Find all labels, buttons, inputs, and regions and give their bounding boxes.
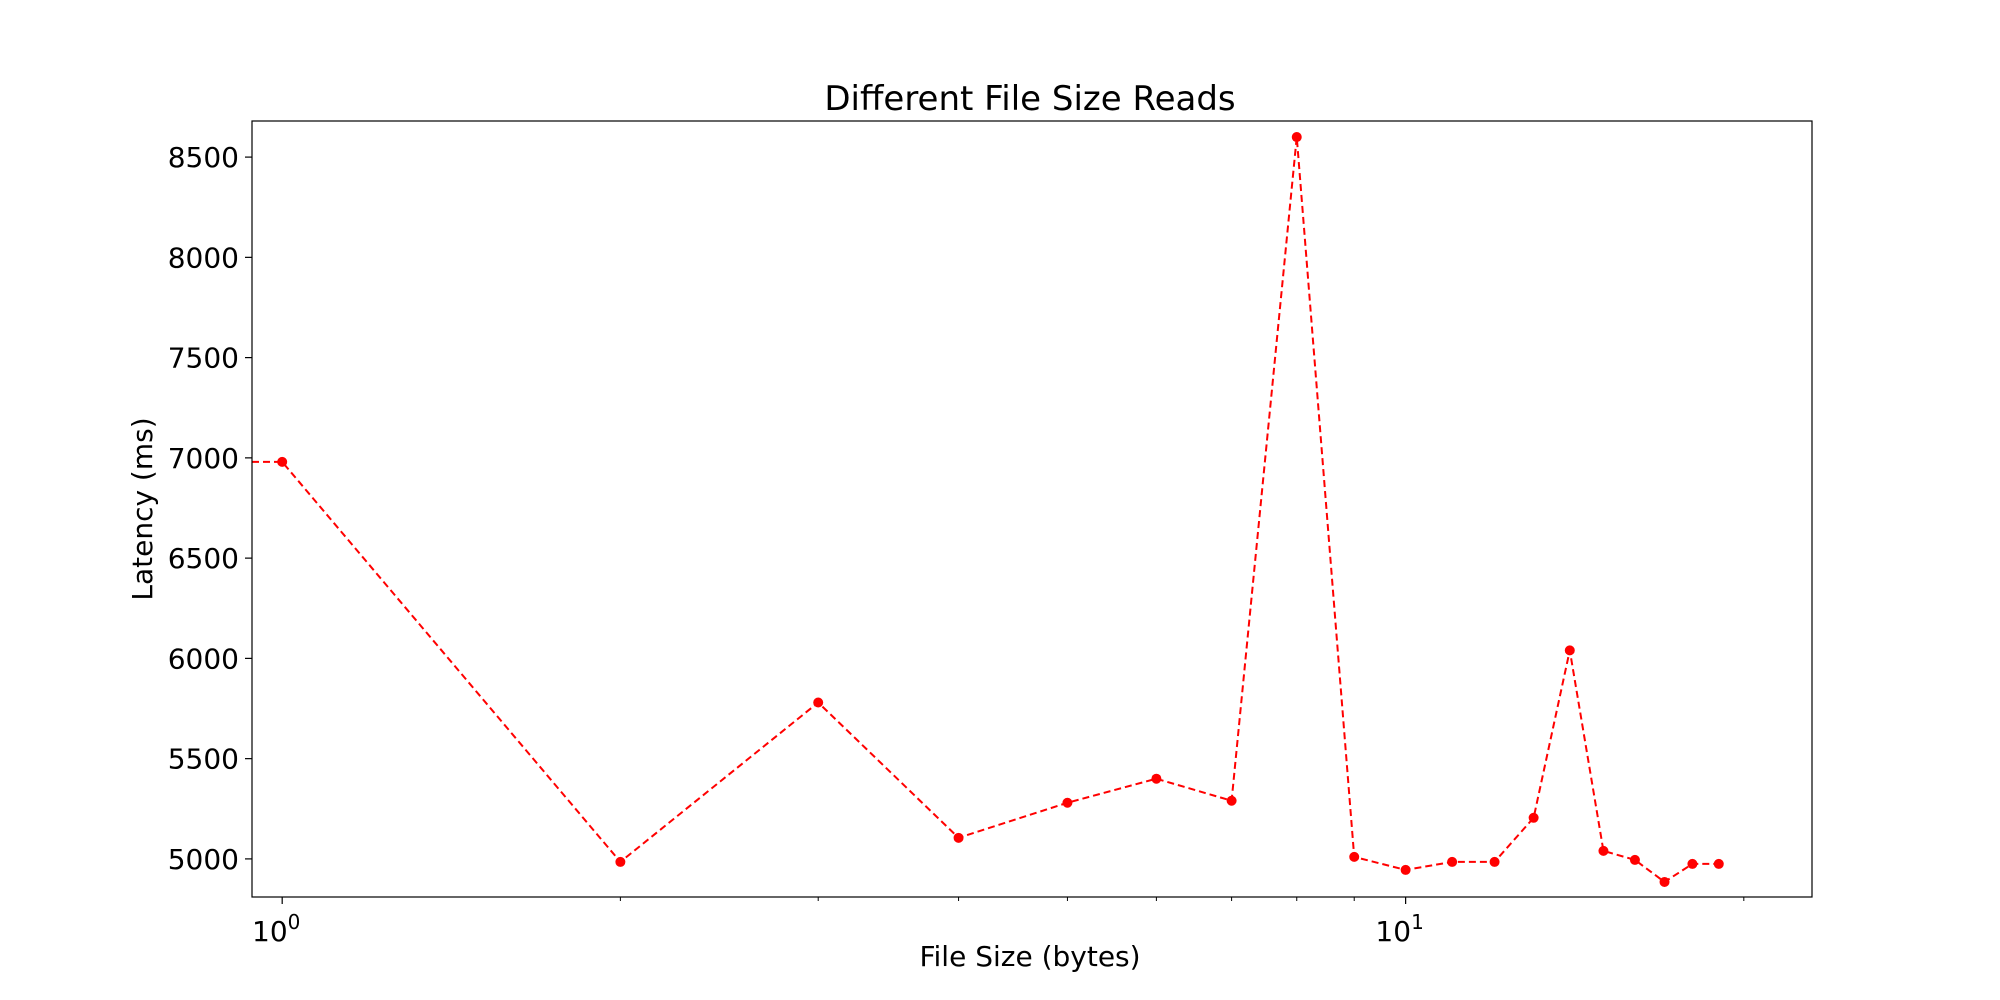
data-point bbox=[1528, 812, 1539, 823]
x-tick-label: 101 bbox=[1375, 910, 1423, 948]
x-tick-base: 10 bbox=[1375, 915, 1411, 948]
data-point bbox=[1151, 773, 1162, 784]
chart-title: Different File Size Reads bbox=[824, 79, 1235, 119]
data-point bbox=[813, 697, 824, 708]
x-axis: 100 101 bbox=[252, 897, 1745, 948]
plot-area bbox=[252, 132, 1724, 887]
data-point bbox=[1226, 795, 1237, 806]
x-tick-label: 100 bbox=[252, 910, 300, 948]
data-point bbox=[1062, 797, 1073, 808]
y-tick-label: 5500 bbox=[168, 743, 239, 776]
x-axis-label: File Size (bytes) bbox=[919, 940, 1140, 973]
y-axis: 5000 5500 6000 6500 7000 7500 8000 8500 bbox=[168, 141, 252, 876]
x-tick-base: 10 bbox=[252, 915, 288, 948]
x-tick-exponent: 0 bbox=[288, 910, 301, 934]
series-line bbox=[252, 136, 1719, 884]
data-point bbox=[1713, 858, 1724, 869]
data-point bbox=[1291, 132, 1302, 143]
y-axis-label: Latency (ms) bbox=[126, 417, 159, 600]
axes-frame bbox=[251, 120, 1813, 898]
data-point bbox=[1659, 876, 1670, 887]
y-tick-label: 7000 bbox=[168, 442, 239, 475]
data-point bbox=[953, 832, 964, 843]
data-point bbox=[1400, 864, 1411, 875]
data-point bbox=[615, 856, 626, 867]
data-point bbox=[1447, 856, 1458, 867]
data-point bbox=[1687, 858, 1698, 869]
y-tick-label: 7500 bbox=[168, 342, 239, 375]
data-point bbox=[277, 456, 288, 467]
y-tick-label: 5000 bbox=[168, 843, 239, 876]
y-tick-label: 6500 bbox=[168, 542, 239, 575]
y-tick-label: 6000 bbox=[168, 642, 239, 675]
data-point bbox=[1564, 645, 1575, 656]
x-tick-exponent: 1 bbox=[1411, 910, 1424, 934]
y-tick-label: 8500 bbox=[168, 141, 239, 174]
data-point bbox=[1629, 854, 1640, 865]
y-tick-label: 8000 bbox=[168, 241, 239, 274]
data-point bbox=[1489, 856, 1500, 867]
data-point bbox=[1598, 845, 1609, 856]
data-point bbox=[1349, 851, 1360, 862]
